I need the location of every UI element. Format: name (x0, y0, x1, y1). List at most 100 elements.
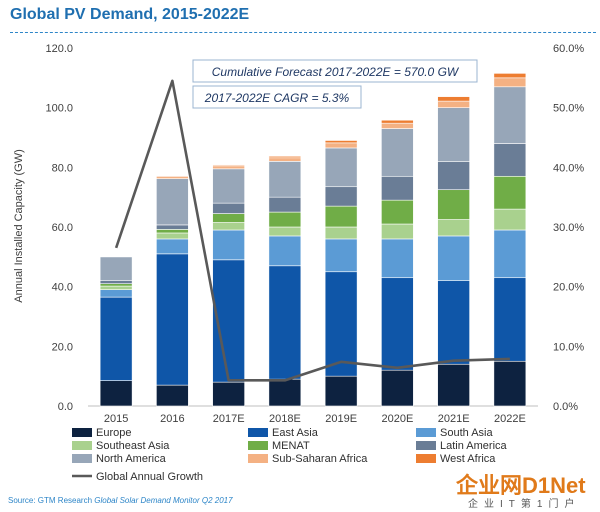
legend-swatch-south-asia (416, 428, 436, 437)
bar-segment-east-asia (156, 253, 189, 386)
bar-segment-sub-saharan-africa (381, 122, 414, 129)
legend-swatch-west-africa (416, 454, 436, 463)
bar-segment-sub-saharan-africa (268, 157, 302, 162)
x-tick-label: 2019E (325, 413, 357, 425)
x-tick-label: 2020E (381, 413, 413, 425)
bar-segment-south-asia (156, 238, 189, 255)
y2-tick-label: 10.0% (553, 341, 584, 353)
x-tick-label: 2016 (160, 413, 184, 425)
bar-segment-north-america (381, 128, 414, 177)
watermark-logo: 企业网D1Net 企业IT第1门户 (456, 468, 600, 512)
bar-segment-europe (437, 363, 470, 407)
bar-segment-east-asia (99, 296, 133, 381)
y2-tick-label: 20.0% (553, 282, 584, 294)
bar-segment-europe (493, 360, 527, 407)
bar-segment-latin-america (437, 161, 470, 191)
bar-segment-west-africa (156, 175, 189, 177)
y-tick-label: 100.0 (45, 103, 73, 115)
bar-segment-europe (156, 384, 189, 407)
y-tick-label: 80.0 (52, 162, 73, 174)
y-tick-label: 120.0 (45, 43, 73, 55)
y2-tick-label: 50.0% (553, 103, 584, 115)
watermark-sub: 企业IT第1门户 (468, 499, 581, 510)
growth-line (114, 79, 510, 382)
bar-segment-sub-saharan-africa (493, 77, 527, 88)
bar-segment-west-africa (493, 73, 527, 79)
annotation-forecast: Cumulative Forecast 2017-2022E = 570.0 G… (212, 65, 460, 79)
bar-segment-north-america (268, 161, 302, 198)
chart-title: Global PV Demand, 2015-2022E (10, 6, 250, 23)
bar-segment-southeast-asia (99, 285, 133, 290)
bar-segment-menat (268, 211, 302, 228)
bar-segment-west-africa (268, 155, 302, 159)
y-tick-label: 40.0 (52, 282, 73, 294)
bar-segment-menat (156, 229, 189, 234)
bar-segment-europe (212, 381, 245, 407)
bar-segment-sub-saharan-africa (324, 142, 358, 149)
bar-segment-west-africa (212, 164, 245, 167)
bar-segment-south-asia (268, 235, 302, 267)
bar-segment-north-america (324, 147, 358, 188)
bar-segment-menat (324, 205, 358, 228)
legend-label-east-asia: East Asia (272, 427, 319, 439)
bar-segment-europe (381, 369, 414, 407)
x-tick-label: 2017E (213, 413, 245, 425)
y-axis-title: Annual Installed Capacity (GW) (13, 149, 25, 302)
bar-segment-south-asia (493, 229, 527, 279)
legend-label-latin-america: Latin America (440, 440, 508, 452)
source-note: Source: GTM Research Global Solar Demand… (8, 496, 233, 505)
y-axis-right: 0.0% 10.0% 20.0% 30.0% 40.0% 50.0% 60.0% (553, 43, 584, 413)
bar-segment-menat (212, 213, 245, 223)
y-axis-left: 0.0 20.0 40.0 60.0 80.0 100.0 120.0 (45, 43, 73, 413)
y-tick-label: 0.0 (58, 401, 73, 413)
bar-segment-menat (99, 283, 133, 287)
bar-segment-south-asia (381, 238, 414, 279)
watermark-main: 企业网D1Net (456, 473, 586, 498)
bar-segment-south-asia (437, 235, 470, 281)
bar-segment-southeast-asia (156, 232, 189, 240)
title-divider (10, 32, 596, 33)
legend-swatch-north-america (72, 454, 92, 463)
bar-segment-latin-america (212, 202, 245, 214)
bar-segment-menat (437, 189, 470, 220)
legend-swatch-europe (72, 428, 92, 437)
y2-tick-label: 30.0% (553, 222, 584, 234)
legend-swatch-sub-saharan-africa (248, 454, 268, 463)
bar-segment-latin-america (156, 224, 189, 230)
y2-tick-label: 0.0% (553, 401, 578, 413)
y-tick-label: 60.0 (52, 222, 73, 234)
legend-label-sub-saharan-africa: Sub-Saharan Africa (272, 453, 368, 465)
x-tick-label: 2021E (438, 413, 470, 425)
legend-label-north-america: North America (96, 453, 167, 465)
legend-label-growth-line: Global Annual Growth (96, 471, 203, 483)
bar-segment-sub-saharan-africa (99, 255, 133, 258)
legend: Europe East Asia South Asia Southeast Asia M… (72, 427, 508, 483)
bar-segment-southeast-asia (381, 223, 414, 240)
bar-segment-west-africa (381, 119, 414, 124)
bar-segment-south-asia (324, 238, 358, 273)
bar-segment-sub-saharan-africa (156, 175, 189, 179)
bar-segment-north-america (437, 107, 470, 162)
bar-segment-latin-america (99, 280, 133, 284)
y2-tick-label: 60.0% (553, 43, 584, 55)
bar-segment-north-america (99, 256, 133, 282)
x-tick-label: 2015 (104, 413, 128, 425)
bar-segment-east-asia (437, 280, 470, 365)
bar-segment-menat (493, 175, 527, 210)
legend-label-menat: MENAT (272, 440, 310, 452)
bar-segment-europe (99, 380, 133, 407)
x-tick-label: 2022E (494, 413, 526, 425)
legend-label-southeast-asia: Southeast Asia (96, 440, 170, 452)
bar-segment-latin-america (268, 196, 302, 213)
bar-segment-north-america (493, 86, 527, 144)
legend-label-europe: Europe (96, 427, 131, 439)
x-tick-label: 2018E (269, 413, 301, 425)
bar-segment-west-africa (324, 140, 358, 144)
bar-segment-europe (324, 375, 358, 407)
legend-swatch-latin-america (416, 441, 436, 450)
bar-segment-southeast-asia (493, 208, 527, 231)
source-prefix: Source: GTM Research (8, 496, 95, 505)
legend-swatch-east-asia (248, 428, 268, 437)
bar-segment-east-asia (381, 277, 414, 371)
